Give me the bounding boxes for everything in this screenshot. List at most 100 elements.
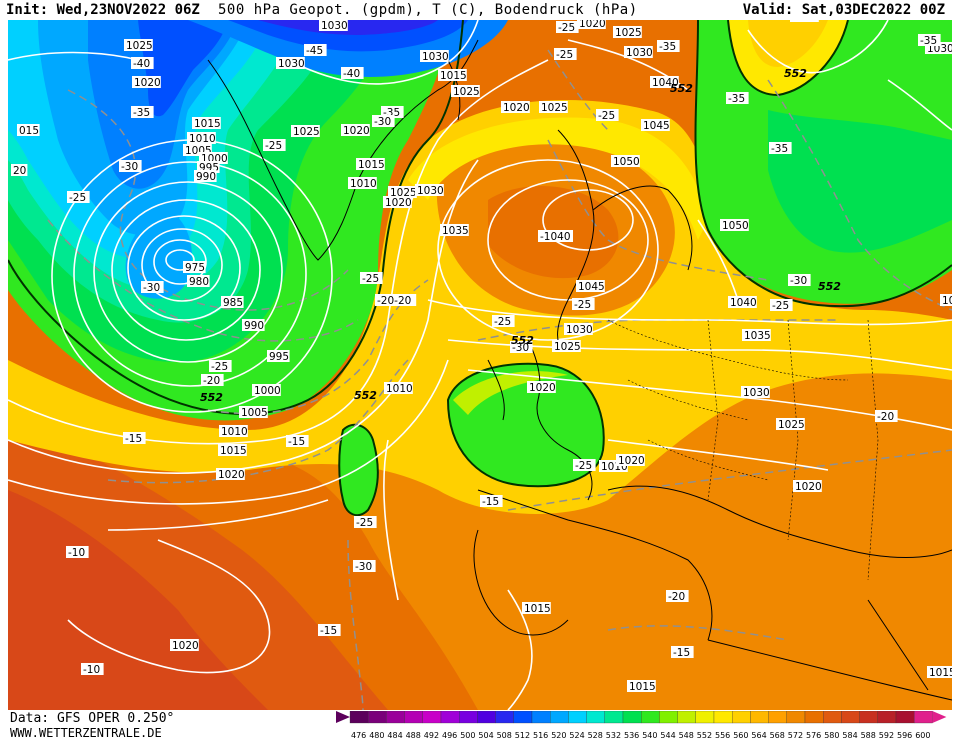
temperature-label-box	[263, 139, 286, 151]
pressure-label-box	[624, 46, 653, 58]
temperature-label-box	[657, 40, 680, 52]
pressure-label: 995	[267, 350, 290, 363]
pressure-label-box	[527, 381, 556, 393]
temperature-label-box	[573, 459, 596, 471]
temperature-label-box	[726, 92, 749, 104]
legend-value: 552	[697, 731, 712, 740]
pressure-label: 1015	[356, 158, 385, 171]
pressure-label: 1020	[132, 76, 161, 89]
legend-swatch	[568, 711, 587, 724]
country-borders	[607, 319, 879, 581]
pressure-label-box	[319, 20, 348, 31]
pressure-label-text: 1045	[643, 120, 670, 132]
temperature-label-box	[354, 516, 377, 528]
legend-swatch	[513, 711, 533, 724]
pressure-label-box	[522, 602, 551, 614]
pressure-label: 985	[221, 296, 244, 309]
geopotential-label: 552	[670, 82, 693, 95]
temperature-label-text: -30	[355, 561, 372, 573]
legend-swatch	[550, 711, 569, 724]
temperature-label-box	[875, 410, 898, 422]
temperature-label: -25	[596, 109, 619, 122]
legend-value: 540	[642, 731, 657, 740]
legend-value: 476	[351, 731, 366, 740]
legend-swatch	[859, 711, 878, 724]
pressure-label-text: 1030	[626, 47, 653, 59]
pressure-label-text: 1020	[134, 77, 161, 89]
geopotential-field-572	[238, 348, 952, 710]
legend-value: 544	[660, 731, 675, 740]
pressure-label-box	[564, 323, 593, 335]
pressure-label-box	[613, 26, 642, 38]
pressure-label-text: 1010	[221, 426, 248, 438]
temperature-label-text: -15	[125, 433, 142, 445]
data-source: Data: GFS OPER 0.250°	[10, 711, 175, 726]
pressure-label-text: 1020	[579, 20, 606, 30]
temperature-label-text: -30	[143, 282, 160, 294]
pressure-label: 1030	[415, 184, 444, 197]
legend-value: 576	[806, 731, 821, 740]
legend-value: 528	[588, 731, 603, 740]
temperature-label-box	[131, 106, 154, 118]
pressure-label-box	[242, 319, 265, 331]
pressure-label-box	[742, 329, 771, 341]
pressure-label-text: 1020	[618, 455, 645, 467]
temperature-label: -30	[353, 560, 376, 573]
legend-swatch	[841, 711, 860, 724]
temperature-label-text: -35	[771, 143, 788, 155]
temperature-label-text: -25	[558, 22, 575, 34]
temperature-label-text: -35	[920, 35, 937, 47]
pressure-label-box	[291, 125, 320, 137]
geopotential-label: 552	[354, 389, 377, 402]
legend-swatch	[695, 711, 715, 724]
pressure-label: 1030	[741, 386, 770, 399]
pressure-label: 1045	[641, 119, 670, 132]
temperature-label: -15	[671, 646, 694, 659]
pressure-label-box	[616, 454, 645, 466]
pressure-label-box	[383, 196, 412, 208]
contour-552-cutoff	[446, 362, 605, 488]
north-field-512	[258, 20, 438, 35]
pressure-label: 1020	[341, 124, 370, 137]
pressure-label-box	[194, 170, 217, 182]
pressure-label: 1025	[552, 340, 581, 353]
pressure-label: 975	[183, 261, 206, 274]
pressure-label: 1020	[793, 480, 822, 493]
pressure-label-text: 1015	[629, 681, 656, 693]
legend-value: 496	[442, 731, 457, 740]
temperature-label-text: -30	[790, 275, 807, 287]
pressure-label-box	[11, 164, 28, 176]
pressure-label-text: 1025	[453, 86, 480, 98]
pressure-label-text: 1030	[743, 387, 770, 399]
pressure-label: 1050	[720, 219, 749, 232]
temperature-label-box	[492, 315, 515, 327]
contour-552-west	[8, 20, 464, 415]
temperature-label-box	[375, 294, 417, 306]
pressure-label-box	[17, 124, 40, 136]
legend-value: 584	[842, 731, 857, 740]
temperature-label: -10	[66, 546, 89, 559]
pressure-label-box	[267, 350, 290, 362]
pressure-label-text: 1000	[254, 385, 281, 397]
temperature-label-text: -20	[877, 411, 894, 423]
temperature-label-text: -30	[512, 342, 529, 354]
pressure-label-text: 1015	[524, 603, 551, 615]
pressure-label-box	[415, 184, 444, 196]
temperature-label: -15	[123, 432, 146, 445]
pressure-label-box	[501, 101, 530, 113]
pressure-label: 1025	[291, 125, 320, 138]
legend-value: 512	[515, 731, 530, 740]
pressure-label: 1015	[522, 602, 551, 615]
legend-swatch	[823, 711, 842, 724]
pressure-label-box	[576, 280, 605, 292]
weather-map-canvas: 1030 1020 1025 1050 1025 1030 1030 1030 1030 1020…	[8, 20, 952, 710]
pressure-label-text: 1050	[792, 20, 819, 23]
temperature-label-box	[318, 624, 341, 636]
pressure-label-box	[539, 101, 568, 113]
temperature-label-text: -30	[374, 116, 391, 128]
temperature-label: -30	[119, 160, 142, 173]
pressure-label-box	[170, 639, 199, 651]
pressure-label-text: 1035	[744, 330, 771, 342]
temperature-label: -25	[360, 272, 383, 285]
temperature-label-box	[209, 360, 232, 372]
